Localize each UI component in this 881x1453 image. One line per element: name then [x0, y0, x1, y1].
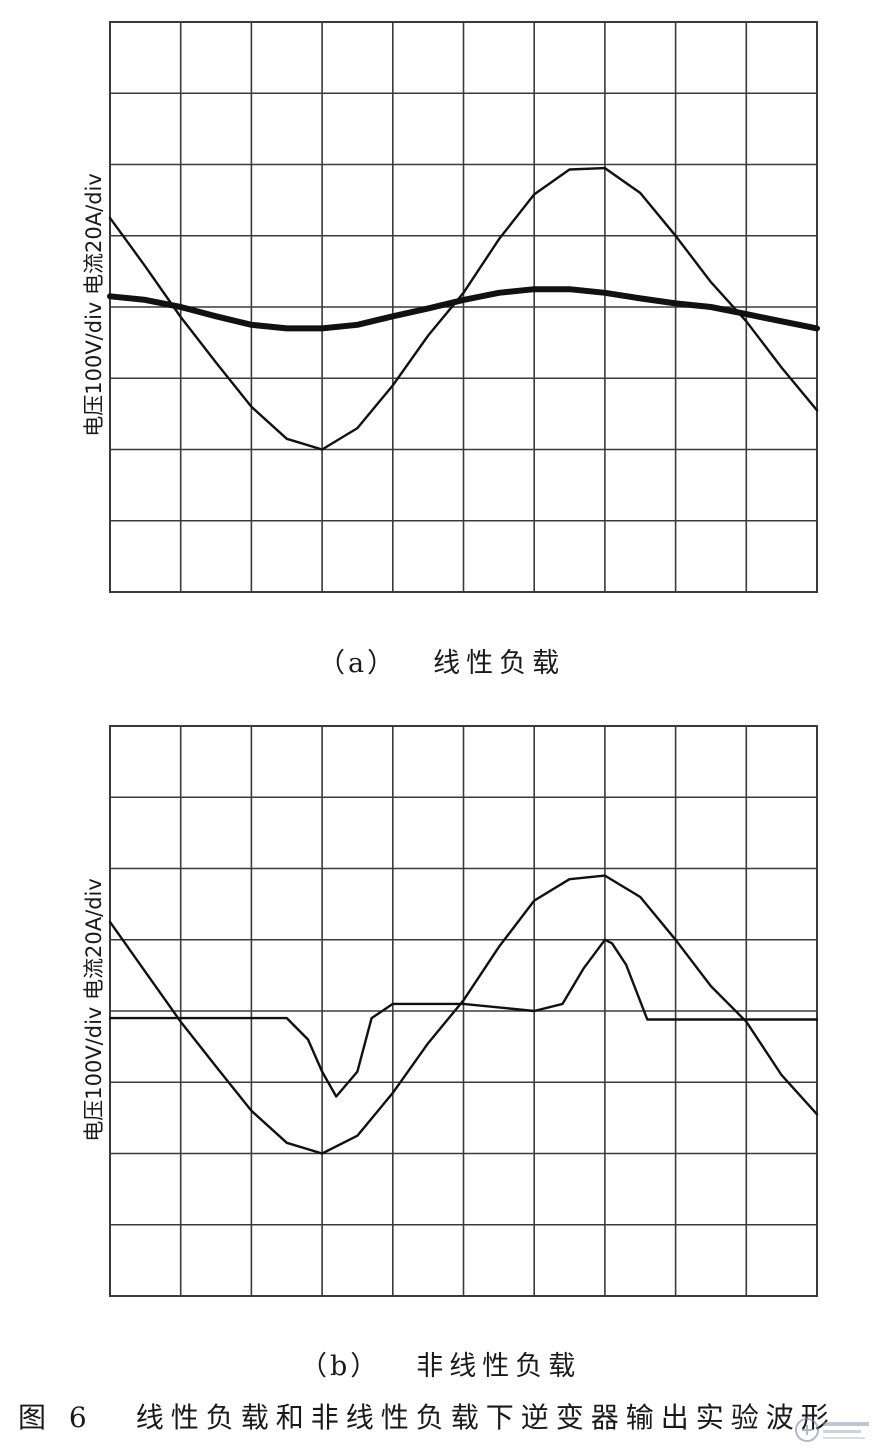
grid-b [109, 725, 818, 1297]
chart-panel-a: 电压100V/div 电流20A/div [82, 21, 820, 593]
voltage-trace-a [108, 166, 819, 451]
current-trace-b [108, 938, 819, 1098]
watermark-logo [795, 1418, 869, 1442]
y-axis-label-b: 电压100V/div 电流20A/div [82, 878, 106, 1142]
subcaption-b: （b） 非线性负载 [300, 1344, 581, 1383]
voltage-trace-b [108, 874, 819, 1155]
traces-a [107, 166, 820, 451]
subcaption-tag-a: （a） [318, 648, 398, 679]
subcaption-tag-b: （b） [300, 1351, 381, 1382]
subcaption-text-a: 线性负载 [433, 648, 566, 679]
y-axis-label-a: 电压100V/div 电流20A/div [82, 173, 106, 437]
figure-caption: 图 6 线性负载和非线性负载下逆变器输出实验波形 [18, 1396, 836, 1436]
chart-panel-b: 电压100V/div 电流20A/div [82, 725, 819, 1297]
grid-a [109, 21, 818, 593]
subcaption-text-b: 非线性负载 [416, 1351, 582, 1382]
figure-number: 图 6 [18, 1401, 94, 1434]
subcaption-a: （a） 线性负载 [318, 641, 565, 680]
current-trace-a [107, 286, 820, 332]
figure-caption-text: 线性负载和非线性负载下逆变器输出实验波形 [135, 1401, 836, 1434]
traces-b [108, 874, 819, 1155]
